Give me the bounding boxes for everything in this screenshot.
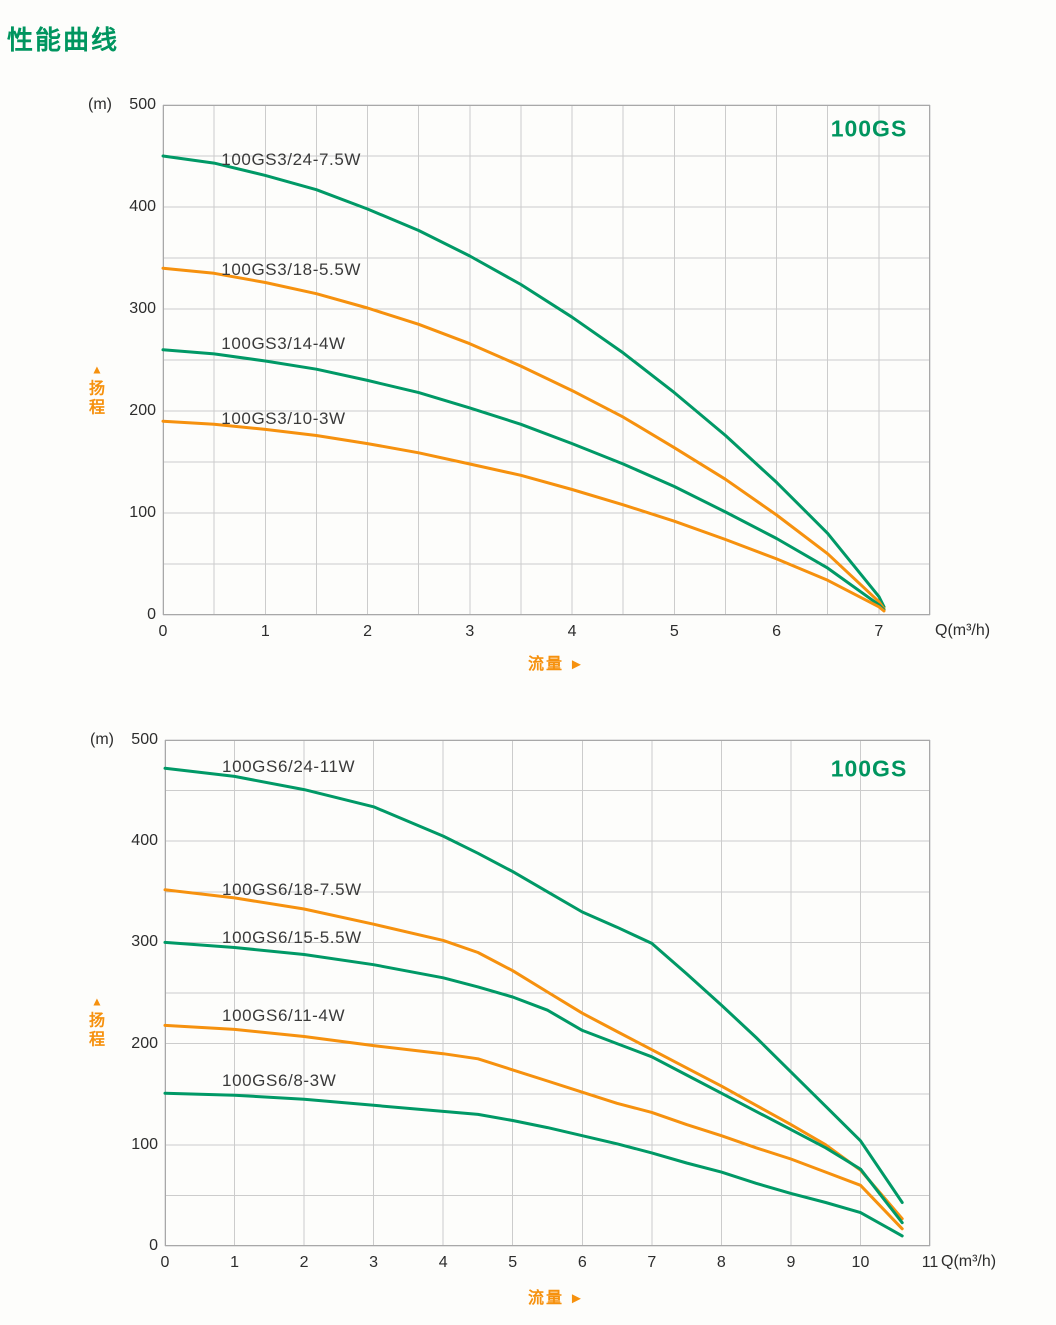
chart2-curve-label-100GS6/11-4W: 100GS6/11-4W xyxy=(222,1006,346,1026)
chart1-x-tick-2: 2 xyxy=(363,623,372,640)
chart1-y-axis-label-char-0: 扬 xyxy=(88,380,106,398)
chart2-y-tick-200: 200 xyxy=(131,1034,158,1052)
up-arrow-icon: ▲ xyxy=(91,994,103,1009)
chart2-x-tick-9: 9 xyxy=(786,1254,796,1271)
right-arrow-icon: ► xyxy=(569,1290,584,1307)
curve-100GS6/24-11W xyxy=(163,766,904,1204)
chart2-curve-label-100GS6/18-7.5W: 100GS6/18-7.5W xyxy=(222,879,362,899)
chart2-x-axis-label: 流量 ► xyxy=(528,1284,584,1308)
chart1-x-tick-4: 4 xyxy=(567,623,577,640)
chart1-y-tick-200: 200 xyxy=(129,402,156,419)
chart1-curve-label-100GS3/18-5.5W: 100GS3/18-5.5W xyxy=(221,260,362,280)
chart1-y-tick-500: 500 xyxy=(129,96,156,113)
chart1-y-tick-300: 300 xyxy=(129,300,156,317)
chart1-title: 100GS xyxy=(830,115,908,142)
chart2-x-tick-6: 6 xyxy=(577,1254,587,1271)
chart1-gridlines xyxy=(162,104,931,616)
chart1-x-unit: Q(m³/h) xyxy=(935,622,991,639)
chart1-y-tick-0: 0 xyxy=(147,606,156,623)
chart2-y-tick-500: 500 xyxy=(131,731,158,748)
curve-100GS3/18-5.5W xyxy=(161,266,886,611)
curve-100GS6/15-5.5W xyxy=(163,940,904,1225)
chart2-x-tick-0: 0 xyxy=(160,1254,170,1271)
curve-100GS3/14-4W xyxy=(161,348,886,612)
chart2-y-tick-100: 100 xyxy=(131,1135,158,1153)
chart2-x-tick-5: 5 xyxy=(508,1254,518,1271)
chart2-y-axis-label-char-1: 程 xyxy=(88,1031,106,1049)
chart2-y-axis-label: ▲ 扬程 xyxy=(89,995,105,1050)
chart2-x-tick-4: 4 xyxy=(438,1254,448,1271)
curve-100GS6/11-4W xyxy=(163,1023,904,1231)
chart1-curve-label-100GS3/14-4W: 100GS3/14-4W xyxy=(221,333,346,353)
chart2-y-unit: (m) xyxy=(90,731,114,748)
chart2-x-tick-11: 11 xyxy=(921,1254,939,1271)
chart2-x-tick-10: 10 xyxy=(851,1254,870,1271)
chart1-y-axis-label: ▲ 扬程 xyxy=(89,363,105,418)
chart1-x-tick-5: 5 xyxy=(669,623,679,640)
chart2-x-tick-1: 1 xyxy=(230,1254,239,1271)
chart2-curve-label-100GS6/15-5.5W: 100GS6/15-5.5W xyxy=(222,928,362,948)
chart1-x-tick-3: 3 xyxy=(465,623,475,640)
chart2-y-tick-0: 0 xyxy=(149,1237,158,1254)
chart1-x-tick-7: 7 xyxy=(874,623,884,640)
chart1-y-tick-100: 100 xyxy=(129,504,156,521)
up-arrow-icon: ▲ xyxy=(91,362,103,377)
curve-100GS6/18-7.5W xyxy=(163,888,904,1221)
chart1-frame xyxy=(162,104,931,616)
chart2-y-tick-300: 300 xyxy=(131,933,158,951)
chart1-y-tick-400: 400 xyxy=(129,198,156,215)
chart2-curve-label-100GS6/8-3W: 100GS6/8-3W xyxy=(222,1071,337,1091)
chart2-x-tick-3: 3 xyxy=(369,1254,379,1271)
chart2-y-axis-label-char-0: 扬 xyxy=(88,1012,106,1030)
chart2-frame xyxy=(164,739,931,1247)
chart1-x-axis-label-text: 流量 xyxy=(528,656,565,673)
chart1-y-axis-label-char-1: 程 xyxy=(88,399,106,417)
chart2-title: 100GS xyxy=(830,755,908,782)
curve-100GS6/8-3W xyxy=(163,1091,904,1238)
chart2-curve-label-100GS6/24-11W: 100GS6/24-11W xyxy=(222,757,356,777)
chart2-x-tick-2: 2 xyxy=(299,1254,309,1271)
chart1-plot-area xyxy=(161,104,931,616)
chart1-x-axis-label: 流量 ► xyxy=(528,650,584,674)
chart1-curve-label-100GS3/24-7.5W: 100GS3/24-7.5W xyxy=(221,150,362,170)
chart2-x-unit: Q(m³/h) xyxy=(941,1253,997,1270)
curve-100GS3/10-3W xyxy=(161,419,886,613)
chart2-x-axis-label-text: 流量 xyxy=(528,1290,565,1307)
chart1-x-tick-0: 0 xyxy=(158,623,168,640)
chart2-plot-area xyxy=(163,739,931,1247)
right-arrow-icon: ► xyxy=(569,656,584,673)
chart1-y-unit: (m) xyxy=(88,96,112,113)
chart1-x-tick-1: 1 xyxy=(260,623,270,640)
chart1-curve-label-100GS3/10-3W: 100GS3/10-3W xyxy=(221,409,346,429)
page-title: 性能曲线 xyxy=(7,25,120,55)
chart2-x-tick-7: 7 xyxy=(647,1254,657,1271)
chart2-x-tick-8: 8 xyxy=(716,1254,726,1271)
chart2-y-tick-400: 400 xyxy=(131,832,158,850)
chart1-x-tick-6: 6 xyxy=(772,623,782,640)
curve-100GS3/24-7.5W xyxy=(161,154,886,609)
